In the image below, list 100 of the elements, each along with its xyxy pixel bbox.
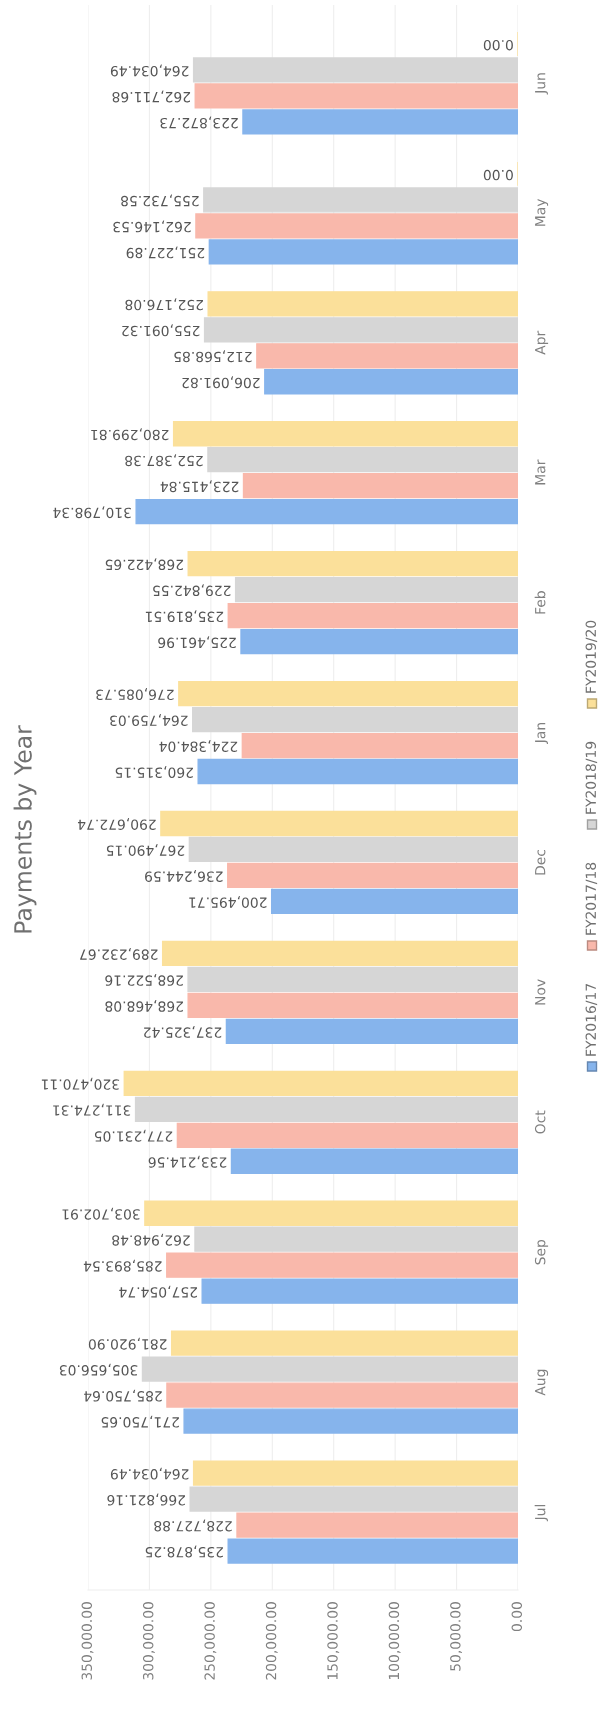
- bar: [195, 213, 518, 239]
- y-tick-label: Jun: [535, 73, 548, 95]
- bar: [264, 369, 518, 395]
- data-label: 262,146.53: [113, 220, 191, 233]
- data-label: 206,091.82: [182, 376, 260, 389]
- bar: [176, 1122, 518, 1148]
- bar: [172, 421, 518, 447]
- bar: [256, 343, 518, 369]
- data-label: 268,468.08: [105, 999, 183, 1012]
- bar: [192, 57, 518, 83]
- data-label: 212,568.85: [174, 350, 252, 363]
- data-label: 257,054.74: [119, 1285, 198, 1298]
- data-label: 264,034.49: [110, 1467, 189, 1480]
- bar: [240, 628, 518, 655]
- y-tick-label: May: [535, 198, 549, 226]
- bar: [201, 1278, 518, 1304]
- bar: [194, 83, 518, 109]
- bar: [187, 551, 518, 577]
- data-label: 262,711.68: [112, 90, 191, 103]
- bar: [241, 732, 518, 759]
- x-tick-label: 150,000.00: [327, 1602, 340, 1680]
- text: FY2019/20: [585, 620, 598, 693]
- bar: [208, 239, 518, 265]
- data-label: 0.00: [483, 39, 513, 51]
- data-label: 0.00: [483, 169, 513, 181]
- text: Payments by Year: [13, 725, 37, 933]
- bar: [134, 1096, 518, 1122]
- bar: [123, 1070, 518, 1096]
- x-tick-label: 100,000.00: [388, 1602, 401, 1680]
- data-label: 233,214.56: [148, 1155, 227, 1168]
- bar: [242, 109, 518, 135]
- data-label: 285,750.64: [84, 1389, 162, 1402]
- text: FY2017/18: [585, 862, 598, 935]
- x-tick-label: 250,000.00: [204, 1602, 217, 1680]
- bar: [203, 187, 518, 213]
- data-label: 200,495.71: [189, 895, 267, 908]
- data-label: 260,315.15: [115, 766, 193, 778]
- text: FY2016/17: [585, 984, 598, 1056]
- data-label: 229,842.55: [153, 584, 231, 597]
- x-tick-label: 50,000.00: [450, 1602, 463, 1671]
- bar: [141, 1356, 518, 1382]
- data-label: 289,232.67: [80, 947, 158, 960]
- data-label: 223,415.84: [160, 480, 239, 493]
- bar: [227, 1538, 518, 1564]
- bar: [188, 836, 518, 863]
- y-tick-label: Oct: [534, 1110, 546, 1134]
- y-tick-label: Jul: [534, 1504, 548, 1522]
- y-tick-label: Jan: [535, 723, 548, 744]
- bar: [270, 888, 518, 915]
- data-label: 225,461.96: [158, 636, 236, 649]
- data-label: 228,727.88: [154, 1519, 232, 1532]
- y-tick-label: Nov: [535, 979, 546, 1005]
- bar: [225, 1018, 518, 1044]
- bar: [203, 317, 518, 343]
- data-label: 305,656.03: [59, 1363, 138, 1376]
- data-label: 267,490.15: [106, 844, 185, 856]
- bar: [166, 1382, 518, 1408]
- bar: [207, 447, 518, 473]
- bar: [166, 1252, 518, 1278]
- x-tick-label: 350,000.00: [81, 1602, 94, 1680]
- data-label: 235,878.25: [145, 1545, 224, 1558]
- data-label: 264,759.03: [110, 714, 188, 727]
- y-tick-label: Dec: [535, 849, 546, 875]
- data-label: 311,274.31: [53, 1103, 131, 1116]
- data-label: 271,750.65: [101, 1415, 179, 1428]
- data-label: 252,176.08: [125, 298, 203, 311]
- data-label: 252,387.38: [125, 454, 203, 467]
- bar: [170, 1330, 518, 1356]
- bar: [197, 758, 518, 785]
- data-label: 262,948.48: [112, 1233, 190, 1246]
- data-label: 285,893.54: [83, 1259, 162, 1272]
- bar: [144, 1200, 518, 1226]
- bar: [192, 706, 518, 733]
- data-label: 237,325.42: [144, 1025, 222, 1038]
- data-label: 276,085.73: [96, 688, 174, 701]
- y-tick-label: Mar: [535, 459, 546, 485]
- bar: [187, 992, 518, 1019]
- y-tick-label: Aug: [535, 1369, 549, 1396]
- x-tick-label: 200,000.00: [265, 1602, 278, 1680]
- bar: [234, 576, 518, 603]
- bar: [183, 1408, 518, 1434]
- bar: [187, 966, 518, 993]
- data-label: 320,470.11: [41, 1077, 120, 1090]
- x-tick-label: 0.00: [511, 1602, 523, 1632]
- data-label: 290,672.74: [77, 818, 156, 830]
- data-label: 255,732.58: [121, 194, 199, 207]
- bar: [230, 1148, 518, 1174]
- data-label: 303,702.91: [62, 1207, 140, 1220]
- data-label: 280,299.81: [91, 428, 169, 441]
- bar: [227, 862, 518, 889]
- y-tick-label: Apr: [535, 330, 549, 355]
- y-tick-label: Feb: [534, 591, 546, 614]
- data-label: 310,798.34: [53, 506, 131, 519]
- data-label: 266,821.16: [107, 1493, 186, 1506]
- data-label: 235,819.51: [145, 610, 224, 623]
- data-label: 264,034.49: [110, 64, 189, 77]
- data-label: 236,244.59: [145, 870, 223, 882]
- data-label: 268,422.65: [105, 558, 184, 571]
- data-label: 223,872.73: [160, 116, 238, 129]
- bar: [207, 291, 518, 317]
